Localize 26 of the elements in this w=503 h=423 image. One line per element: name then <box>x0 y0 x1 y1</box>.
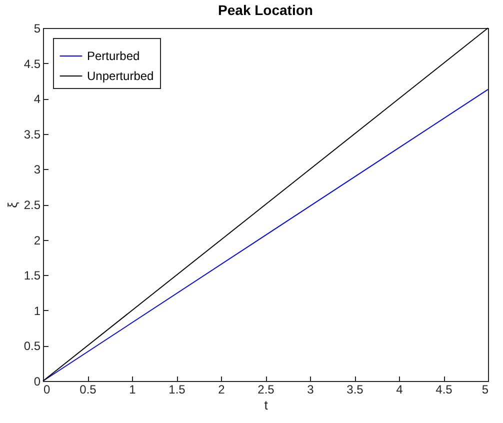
y-tick-label: 4.5 <box>24 56 41 71</box>
y-tick-label: 1 <box>34 304 41 318</box>
x-tick-label: 0 <box>44 382 50 396</box>
y-axis-title: ξ <box>4 202 20 208</box>
y-tick-label: 5 <box>34 22 41 36</box>
x-axis-title: t <box>264 398 268 412</box>
y-tick-label: 1.5 <box>24 268 41 283</box>
x-tick-label: 3 <box>307 382 314 396</box>
x-tick-label: 0.5 <box>80 382 97 396</box>
x-tick-label: 1 <box>129 382 136 396</box>
x-tick-label: 2 <box>218 382 226 396</box>
legend-label: Unperturbed <box>87 69 154 83</box>
chart-title: Peak Location <box>218 2 313 18</box>
y-tick-label: 3.5 <box>24 127 41 142</box>
x-tick-label: 2.5 <box>258 382 275 396</box>
x-tick-label: 3.5 <box>346 382 364 396</box>
y-tick-label: 2 <box>34 233 41 248</box>
y-tick-label: 4 <box>34 92 41 106</box>
x-tick-label: 4.5 <box>436 382 453 396</box>
y-tick-label: 3 <box>34 162 41 177</box>
x-tick-label: 5 <box>482 382 489 396</box>
legend-label: Perturbed <box>87 49 140 63</box>
y-tick-label: 0.5 <box>24 339 41 354</box>
y-tick-label: 2.5 <box>24 198 41 212</box>
x-tick-label: 1.5 <box>168 382 186 396</box>
x-tick-label: 4 <box>396 382 404 396</box>
